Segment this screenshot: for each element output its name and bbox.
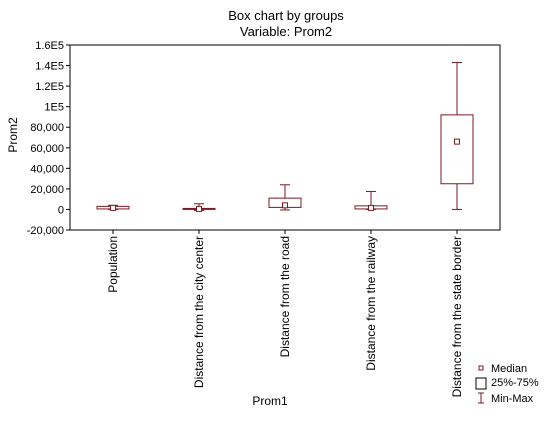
x-axis: Population Distance from the city center D…: [106, 230, 464, 397]
median-marker: [110, 204, 116, 211]
y-tick-label: 80,000: [30, 122, 64, 134]
x-tick-label: Distance from the railway: [364, 236, 378, 371]
y-axis: -20,000 0 20,000 40,000 60,000 80,000 1E5 1.2E5…: [27, 40, 70, 237]
chart-subtitle: Variable: Prom2: [240, 24, 332, 39]
box-iqr: [440, 114, 474, 185]
legend-box-swatch: [475, 377, 487, 390]
y-tick-label: 0: [58, 204, 64, 216]
y-axis-label: Prom2: [6, 117, 20, 153]
box-5: [440, 61, 474, 210]
x-tick-label: Distance from the road: [278, 236, 292, 357]
box-2: [182, 203, 216, 212]
box-series: [96, 61, 474, 212]
box-4: [354, 190, 388, 211]
y-tick-label: 1.2E5: [35, 81, 64, 93]
y-tick-label: 40,000: [30, 163, 64, 175]
legend-whisker-label: Min-Max: [491, 393, 534, 405]
y-tick-label: 1.6E5: [35, 40, 64, 52]
box-3: [268, 184, 302, 211]
median-marker: [454, 138, 460, 145]
median-marker: [282, 202, 288, 209]
legend-median-swatch: [478, 365, 484, 371]
x-tick-label: Distance from the city center: [192, 236, 206, 388]
x-axis-label: Prom1: [252, 394, 288, 408]
x-tick-label: Distance from the state border: [450, 236, 464, 397]
y-tick-label: 1.4E5: [35, 61, 64, 73]
median-marker: [196, 205, 202, 212]
chart-title: Box chart by groups: [228, 8, 344, 23]
y-tick-label: -20,000: [27, 225, 64, 237]
legend: Median 25%-75% Min-Max: [475, 363, 539, 405]
y-tick-label: 1E5: [44, 102, 64, 114]
median-marker: [368, 204, 374, 211]
x-tick-label: Population: [106, 236, 120, 293]
legend-median-label: Median: [491, 363, 527, 375]
y-tick-label: 20,000: [30, 184, 64, 196]
box-1: [96, 204, 130, 211]
y-tick-label: 60,000: [30, 143, 64, 155]
legend-box-label: 25%-75%: [491, 377, 539, 389]
